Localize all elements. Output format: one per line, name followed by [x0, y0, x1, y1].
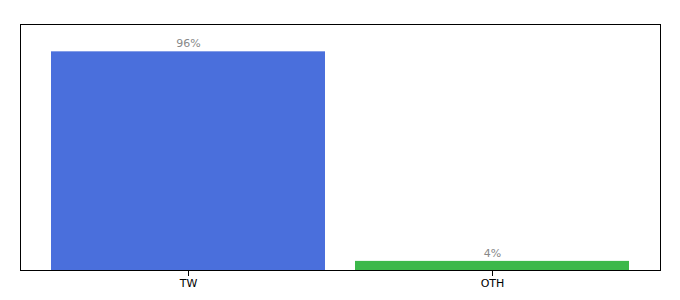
- svg-text:TW: TW: [179, 277, 198, 290]
- svg-text:OTH: OTH: [481, 277, 505, 290]
- svg-text:4%: 4%: [484, 247, 501, 260]
- svg-text:96%: 96%: [176, 37, 200, 50]
